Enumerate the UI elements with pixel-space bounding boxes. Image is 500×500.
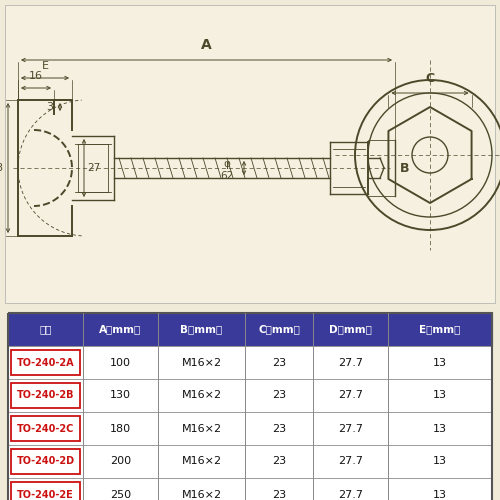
Text: 13: 13 [433,424,447,434]
Text: φ
62: φ 62 [220,159,234,181]
Bar [8,478,492,500]
Text: A（mm）: A（mm） [100,324,141,334]
Bar [8,313,492,346]
Text: C（mm）: C（mm） [258,324,300,334]
Text: 27.7: 27.7 [338,424,363,434]
Text: 27.7: 27.7 [338,358,363,368]
Text: 130: 130 [110,390,131,400]
Text: E（mm）: E（mm） [420,324,461,334]
Text: 100: 100 [110,358,131,368]
FancyBboxPatch shape [11,350,80,375]
Text: 3: 3 [46,102,53,112]
Bar [5,5,495,303]
Text: 23: 23 [272,390,286,400]
Text: M16×2: M16×2 [182,456,222,466]
Text: 27.7: 27.7 [338,390,363,400]
Text: 13: 13 [433,358,447,368]
Text: 23: 23 [272,358,286,368]
Text: TO-240-2B: TO-240-2B [17,390,74,400]
Text: φ83: φ83 [0,163,4,173]
Text: 250: 250 [110,490,131,500]
Bar [8,313,492,500]
Text: 27.7: 27.7 [338,456,363,466]
Text: TO-240-2C: TO-240-2C [17,424,74,434]
Text: 23: 23 [272,456,286,466]
Text: M16×2: M16×2 [182,424,222,434]
Bar [8,379,492,412]
FancyBboxPatch shape [11,482,80,500]
FancyBboxPatch shape [11,449,80,474]
FancyBboxPatch shape [11,383,80,408]
Text: 13: 13 [433,390,447,400]
Bar [8,445,492,478]
Text: 27.7: 27.7 [338,490,363,500]
Text: B（mm）: B（mm） [180,324,222,334]
Text: M16×2: M16×2 [182,358,222,368]
Text: 180: 180 [110,424,131,434]
Text: 27: 27 [87,163,100,173]
Text: 16: 16 [29,71,43,81]
Text: C: C [426,72,434,85]
Text: 13: 13 [433,456,447,466]
Text: 200: 200 [110,456,131,466]
FancyBboxPatch shape [11,416,80,441]
Text: M16×2: M16×2 [182,390,222,400]
Text: D（mm）: D（mm） [329,324,372,334]
Bar [8,412,492,445]
Text: 23: 23 [272,490,286,500]
Text: B: B [400,162,409,174]
Text: TO-240-2D: TO-240-2D [16,456,74,466]
Bar [8,346,492,379]
Text: 23: 23 [272,424,286,434]
Text: A: A [201,38,212,52]
Text: TO-240-2E: TO-240-2E [17,490,74,500]
Text: TO-240-2A: TO-240-2A [16,358,74,368]
Text: 13: 13 [433,490,447,500]
Text: M16×2: M16×2 [182,490,222,500]
Text: E: E [42,61,48,71]
Text: 型番: 型番 [40,324,52,334]
